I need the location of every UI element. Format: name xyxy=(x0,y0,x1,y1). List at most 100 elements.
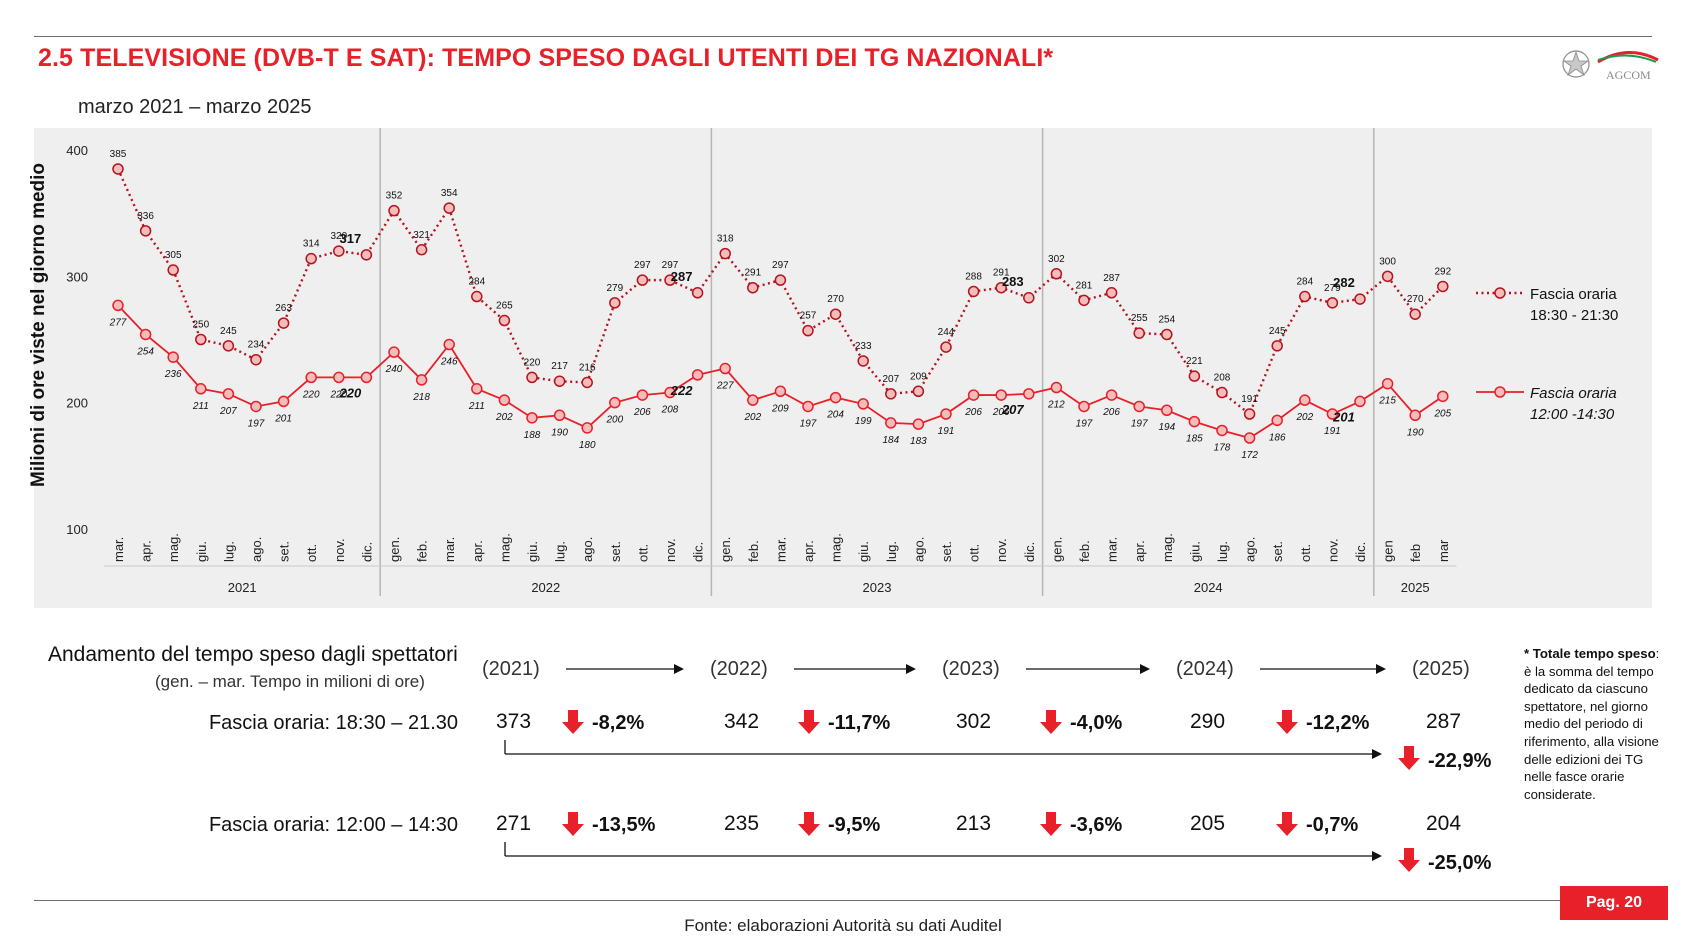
data-label-evening: 279 xyxy=(1324,283,1341,294)
emblem-icon xyxy=(1562,50,1590,78)
footnote-text: : è la somma del tempo dedicato da ciasc… xyxy=(1524,646,1660,802)
data-label-midday: 183 xyxy=(910,436,927,447)
point-midday xyxy=(333,371,345,384)
legend-midday-marker xyxy=(1494,386,1506,398)
x-tick-label: apr. xyxy=(470,540,485,562)
change-value: -13,5% xyxy=(592,814,656,836)
point-evening xyxy=(333,245,345,257)
data-label-midday: 202 xyxy=(495,412,513,423)
data-label-midday: 277 xyxy=(109,317,127,328)
x-tick-label: gen. xyxy=(718,537,733,562)
point-midday xyxy=(443,338,455,351)
right-arrow-icon xyxy=(794,664,916,674)
summary-subtitle: (gen. – mar. Tempo in milioni di ore) xyxy=(155,672,425,691)
data-label-evening: 283 xyxy=(1002,274,1024,289)
x-tick-label: dic. xyxy=(1353,542,1368,562)
data-label-evening: 305 xyxy=(165,250,182,261)
point-evening xyxy=(526,371,538,384)
row-value: 287 xyxy=(1426,710,1462,733)
data-label-midday: 197 xyxy=(1131,418,1148,429)
data-label-evening: 244 xyxy=(938,327,955,338)
x-tick-label: mag. xyxy=(829,533,844,562)
legend-evening-marker xyxy=(1494,287,1506,299)
data-label-evening: 207 xyxy=(882,374,899,385)
bottom-rule xyxy=(34,900,1594,901)
change-value: -4,0% xyxy=(1070,712,1123,734)
data-label-evening: 300 xyxy=(1379,256,1396,267)
data-label-midday: 240 xyxy=(385,364,403,375)
x-tick-label: mag. xyxy=(166,533,181,562)
data-label-midday: 184 xyxy=(882,435,899,446)
point-evening xyxy=(415,244,428,256)
data-label-midday: 209 xyxy=(771,403,789,414)
x-tick-label: nov. xyxy=(332,538,347,562)
point-evening xyxy=(1133,327,1145,339)
data-label-midday: 172 xyxy=(1241,450,1258,461)
data-label-midday: 212 xyxy=(1047,400,1065,411)
point-midday xyxy=(940,408,952,420)
data-label-evening: 191 xyxy=(1241,394,1258,405)
x-tick-label: dic. xyxy=(359,542,374,562)
x-tick-label: lug. xyxy=(221,541,236,562)
point-evening xyxy=(995,281,1007,294)
point-evening xyxy=(443,202,455,214)
x-tick-label: set. xyxy=(939,541,954,562)
point-evening xyxy=(1271,340,1283,352)
data-label-evening: 257 xyxy=(800,311,817,322)
change-value: -3,6% xyxy=(1070,814,1123,836)
point-evening xyxy=(388,204,400,217)
point-midday xyxy=(1216,424,1228,437)
x-tick-label: gen. xyxy=(387,537,402,562)
data-label-midday: 200 xyxy=(605,415,623,426)
row-value: 302 xyxy=(956,710,992,733)
point-evening xyxy=(967,285,980,298)
data-label-evening: 385 xyxy=(110,149,127,160)
source-note: Fonte: elaborazioni Autorità su dati Aud… xyxy=(684,916,1002,935)
point-midday xyxy=(1243,432,1256,444)
point-evening xyxy=(857,355,869,367)
point-evening xyxy=(471,290,483,303)
point-evening xyxy=(1437,280,1449,293)
data-label-midday: 197 xyxy=(1076,418,1093,429)
x-tick-label: ago. xyxy=(1243,537,1258,562)
data-label-midday: 206 xyxy=(1102,407,1120,418)
point-midday xyxy=(691,369,704,381)
point-evening xyxy=(277,317,290,329)
page-title: 2.5 TELEVISIONE (DVB-T E SAT): TEMPO SPE… xyxy=(38,44,1054,72)
total-arrow-icon xyxy=(504,842,1382,861)
point-midday xyxy=(885,417,897,429)
point-midday xyxy=(112,299,124,312)
row-value: 342 xyxy=(724,710,760,733)
change-value: -0,7% xyxy=(1306,814,1359,836)
row-value: 271 xyxy=(496,812,532,835)
x-tick-label: mar. xyxy=(1105,537,1120,562)
x-tick-label: ott. xyxy=(1298,544,1313,562)
x-tick-label: lug. xyxy=(884,541,899,562)
point-midday xyxy=(498,394,511,406)
point-midday xyxy=(1326,408,1339,420)
data-label-evening: 270 xyxy=(1407,294,1424,305)
y-axis-label: Milioni di ore viste nel giorno medio xyxy=(28,163,49,487)
row-value: 204 xyxy=(1426,812,1462,835)
x-tick-label: feb. xyxy=(1077,540,1092,562)
point-evening xyxy=(1243,408,1256,420)
year-header: (2023) xyxy=(942,658,1000,680)
point-evening xyxy=(691,287,704,299)
x-tick-label: ago. xyxy=(249,537,264,562)
year-label: 2022 xyxy=(531,580,560,595)
point-evening xyxy=(636,274,649,286)
chart-subtitle: marzo 2021 – marzo 2025 xyxy=(78,96,312,118)
row-value: 290 xyxy=(1190,710,1226,733)
point-midday xyxy=(1381,377,1394,390)
point-midday xyxy=(747,394,759,406)
point-evening xyxy=(1299,290,1311,303)
data-label-midday: 201 xyxy=(1332,409,1355,424)
x-tick-label: feb. xyxy=(415,540,430,562)
point-midday xyxy=(1105,389,1118,401)
data-label-evening: 352 xyxy=(386,191,403,202)
point-midday xyxy=(1078,400,1090,413)
data-label-midday: 197 xyxy=(248,418,265,429)
data-label-midday: 180 xyxy=(579,440,596,451)
x-tick-label: ott. xyxy=(967,544,982,562)
data-label-midday: 208 xyxy=(661,405,679,416)
